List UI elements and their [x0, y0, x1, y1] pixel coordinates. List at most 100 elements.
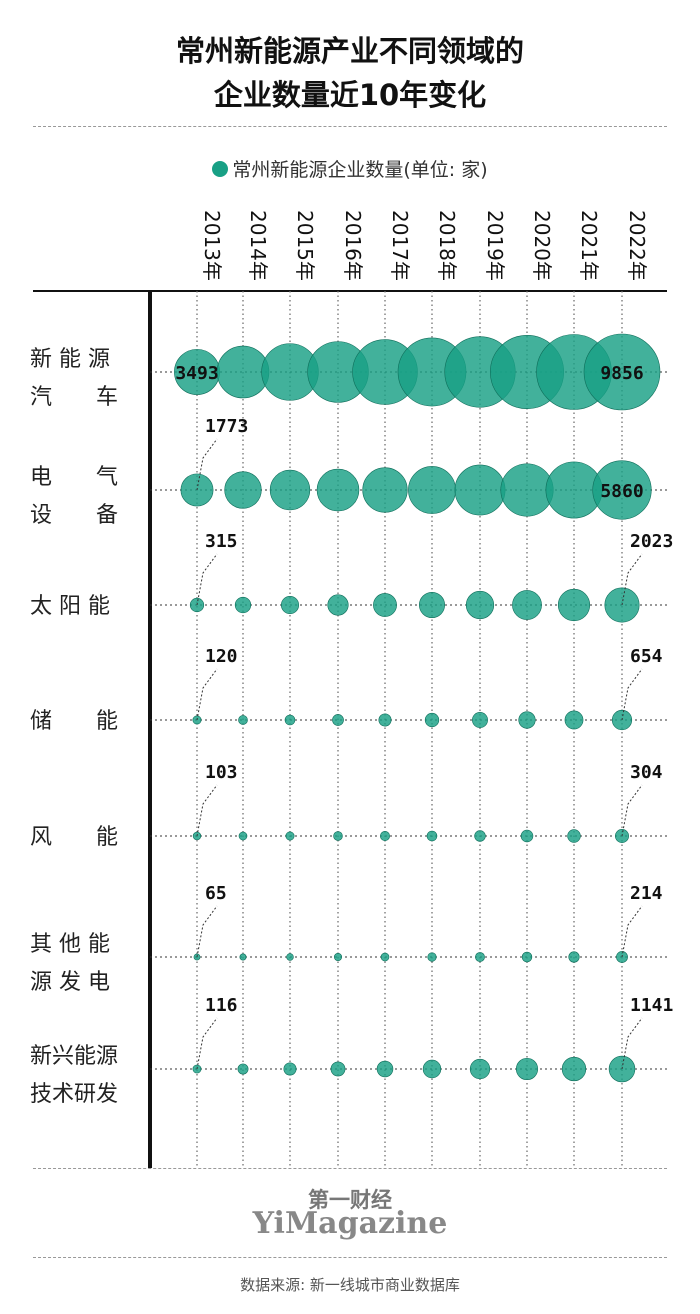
- label-leader: [621, 1017, 643, 1070]
- x-tick-label: 2015年: [293, 210, 317, 281]
- label-leader: [196, 668, 218, 721]
- bubble-point: [330, 1061, 346, 1077]
- bubble-point: [426, 830, 438, 842]
- x-tick-label: 2017年: [388, 210, 412, 281]
- bubble-point: [515, 1057, 539, 1081]
- bubble-point: [373, 593, 397, 617]
- brand-logo: YiMagazine: [252, 1206, 448, 1241]
- row-label: 其 他 能: [30, 932, 110, 957]
- data-label: 5860: [600, 481, 643, 502]
- bubble-point: [216, 345, 270, 399]
- x-tick-label: 2016年: [341, 210, 365, 281]
- data-label: 654: [630, 646, 663, 667]
- bubble-point: [283, 1062, 297, 1076]
- data-label: 315: [205, 531, 238, 552]
- row-label: 储 能: [30, 709, 118, 734]
- row-label: 风 能: [30, 825, 118, 850]
- bubble-point: [285, 831, 295, 841]
- data-label: 2023: [630, 531, 673, 552]
- bubble-point: [239, 953, 247, 961]
- bubble-point: [332, 714, 344, 726]
- x-tick-label: 2021年: [577, 210, 601, 281]
- bubble-point: [237, 1063, 249, 1075]
- row-label: 太 阳 能: [30, 594, 110, 619]
- top-divider: [33, 126, 667, 127]
- label-leader: [196, 784, 218, 837]
- brand-chinese: 第一财经: [308, 1188, 392, 1212]
- bubble-point: [521, 951, 533, 963]
- bubble-point: [561, 1056, 587, 1082]
- label-leader: [196, 553, 218, 606]
- row-label: 设 备: [30, 503, 118, 528]
- bubble-point: [454, 464, 506, 516]
- bubble-point: [557, 588, 591, 622]
- bubble-point: [518, 711, 536, 729]
- bubble-point: [583, 333, 661, 411]
- x-tick-label: 2014年: [246, 210, 270, 281]
- data-label: 1141: [630, 995, 673, 1016]
- footer-divider: [33, 1257, 667, 1258]
- row-label: 新 能 源: [30, 347, 110, 372]
- data-label: 3493: [175, 363, 218, 384]
- bubble-point: [419, 592, 445, 618]
- bubble-point: [316, 468, 360, 512]
- bubble-point: [327, 594, 349, 616]
- row-label: 技术研发: [30, 1082, 118, 1107]
- bubble-chart: 2013年 2014年 2015年 2016年 2017年 2018年 2019年 2020年…: [30, 210, 673, 1168]
- data-label: 214: [630, 883, 663, 904]
- bubble-point: [380, 831, 390, 841]
- label-leader: [196, 438, 218, 491]
- x-tick-label: 2022年: [625, 210, 649, 281]
- bubble-point: [280, 595, 300, 615]
- bubble-point: [427, 952, 437, 962]
- bubble-point: [469, 1058, 491, 1080]
- label-leader: [621, 668, 643, 721]
- bubble-point: [224, 471, 262, 509]
- bubble-point: [378, 713, 392, 727]
- bubble-point: [269, 469, 311, 511]
- label-leader: [196, 1017, 218, 1070]
- legend-label: 常州新能源企业数量(单位: 家): [232, 159, 488, 181]
- bubble-point: [564, 710, 584, 730]
- x-tick-label: 2019年: [483, 210, 507, 281]
- label-leader: [196, 905, 218, 958]
- data-label: 120: [205, 646, 238, 667]
- bubble-point: [376, 1060, 394, 1078]
- x-tick-label: 2020年: [530, 210, 554, 281]
- bubble-point: [234, 596, 252, 614]
- legend-marker: [212, 161, 229, 177]
- row-label: 源 发 电: [30, 970, 110, 995]
- legend: 常州新能源企业数量(单位: 家): [0, 155, 700, 182]
- data-label: 116: [205, 995, 238, 1016]
- bottom-divider: [33, 1168, 667, 1169]
- label-leader: [621, 905, 643, 958]
- row-label: 电 气: [30, 465, 118, 490]
- bubble-point: [472, 712, 488, 728]
- bubble-point: [567, 829, 581, 843]
- x-tick-label: 2013年: [200, 210, 224, 281]
- bubble-point: [284, 714, 296, 726]
- bubble-point: [424, 712, 440, 728]
- bubble-point: [380, 952, 390, 962]
- bubble-point: [238, 715, 248, 725]
- data-label: 1773: [205, 416, 248, 437]
- bubble-point: [520, 829, 534, 843]
- bubble-point: [465, 590, 495, 620]
- bubble-point: [592, 460, 652, 520]
- chart-title-line2: 企业数量近10年变化: [213, 78, 487, 112]
- bubble-point: [500, 463, 554, 517]
- chart-title-line1: 常州新能源产业不同领域的: [175, 34, 524, 68]
- data-label: 304: [630, 762, 663, 783]
- bubble-point: [238, 831, 248, 841]
- data-label: 65: [205, 883, 227, 904]
- label-leader: [621, 784, 643, 837]
- bubble-point: [474, 830, 486, 842]
- bubble-point: [568, 951, 580, 963]
- bubble-point: [333, 952, 343, 962]
- bubble-point: [408, 466, 456, 514]
- bubble-point: [475, 952, 485, 962]
- bubble-point: [362, 467, 408, 513]
- x-tick-label: 2018年: [435, 210, 459, 281]
- bubble-point: [333, 831, 343, 841]
- data-source: 数据来源: 新一线城市商业数据库: [240, 1276, 460, 1294]
